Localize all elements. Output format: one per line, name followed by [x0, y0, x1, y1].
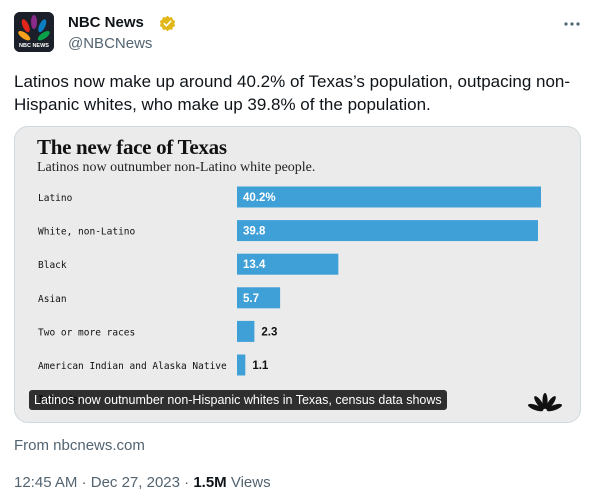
- handle[interactable]: @NBCNews: [68, 35, 153, 52]
- more-icon[interactable]: [562, 16, 582, 32]
- value-label: 39.8: [243, 226, 266, 238]
- chart-subtitle: Latinos now outnumber non-Latino white p…: [37, 160, 316, 175]
- tweet-time[interactable]: 12:45 AM: [14, 474, 78, 491]
- views-label: Views: [230, 474, 271, 491]
- bar: [237, 320, 255, 342]
- tweet-header: NBC NEWS NBC News @NBCNews: [14, 12, 582, 56]
- bar: [237, 253, 339, 275]
- chart-title: The new face of Texas: [37, 135, 227, 159]
- value-label: 2.3: [261, 326, 277, 338]
- category-label: Asian: [38, 294, 67, 305]
- meta-separator: ·: [184, 474, 190, 491]
- value-label: 13.4: [243, 259, 266, 271]
- media-card[interactable]: The new face of Texas Latinos now outnum…: [14, 126, 581, 423]
- tweet-date[interactable]: Dec 27, 2023: [90, 474, 180, 491]
- tweet-text: Latinos now make up around 40.2% of Texa…: [14, 72, 571, 114]
- nbc-logo-icon: NBC NEWS: [14, 12, 54, 52]
- media-caption: Latinos now outnumber non-Hispanic white…: [29, 390, 447, 410]
- meta-separator: ·: [81, 474, 87, 491]
- nbc-peacock-icon: [528, 393, 562, 412]
- bar: [237, 186, 541, 208]
- views-count: 1.5M: [193, 474, 227, 491]
- bar: [237, 287, 281, 309]
- value-label: 40.2%: [243, 192, 276, 204]
- verified-badge-icon: [159, 15, 176, 32]
- bar: [237, 220, 538, 242]
- display-name[interactable]: NBC News: [68, 14, 144, 31]
- svg-text:NBC NEWS: NBC NEWS: [19, 43, 49, 49]
- category-label: Two or more races: [38, 327, 135, 338]
- avatar[interactable]: NBC NEWS: [14, 12, 54, 52]
- category-label: Black: [38, 260, 67, 271]
- category-label: White, non-Latino: [38, 227, 136, 238]
- tweet-meta: 12:45 AM · Dec 27, 2023 · 1.5M Views: [14, 474, 271, 491]
- source-link[interactable]: From nbcnews.com: [14, 437, 145, 454]
- category-label: Latino: [38, 193, 73, 204]
- category-label: American Indian and Alaska Native: [38, 361, 227, 372]
- bar-chart: Latino 40.2% White, non-Latino 39.8 Black 13.…: [38, 186, 541, 406]
- value-label: 5.7: [243, 293, 259, 305]
- bar: [237, 354, 246, 376]
- value-label: 1.1: [252, 360, 269, 372]
